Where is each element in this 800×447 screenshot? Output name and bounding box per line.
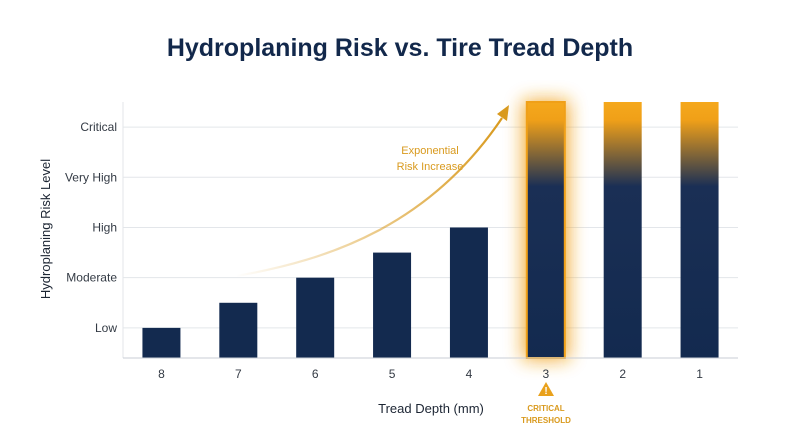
- trend-label-line2: Risk Increase: [397, 161, 464, 173]
- bars: [142, 101, 719, 359]
- bar-7mm: [219, 302, 258, 358]
- bar-5mm: [373, 252, 412, 358]
- x-tick-label: 8: [158, 367, 165, 381]
- y-tick-label: Critical: [80, 120, 117, 134]
- y-axis-title: Hydroplaning Risk Level: [38, 159, 53, 299]
- trend-arrow-head: [497, 105, 509, 121]
- bar-1mm: [680, 102, 719, 358]
- x-tick-label: 6: [312, 367, 319, 381]
- bar-4mm: [449, 227, 488, 358]
- y-tick-label: High: [92, 220, 117, 234]
- x-tick-label: 3: [542, 367, 549, 381]
- threshold-label-line1: CRITICAL: [527, 404, 564, 413]
- x-tick-label: 7: [235, 367, 242, 381]
- bar-8mm: [142, 327, 181, 358]
- bar-3mm: [525, 101, 566, 359]
- x-tick-label: 4: [466, 367, 473, 381]
- y-tick-label: Very High: [65, 170, 117, 184]
- y-tick-label: Low: [95, 321, 117, 335]
- trend-label-line1: Exponential: [401, 145, 459, 157]
- x-tick-label: 5: [389, 367, 396, 381]
- critical-threshold-marker: ! CRITICAL THRESHOLD: [521, 382, 571, 425]
- warning-glyph: !: [544, 386, 547, 397]
- threshold-label-line2: THRESHOLD: [521, 416, 571, 425]
- x-axis-ticks: 8 7 6 5 4 3 2 1: [158, 367, 703, 381]
- chart-title: Hydroplaning Risk vs. Tire Tread Depth: [166, 34, 634, 62]
- y-tick-label: Moderate: [66, 271, 117, 285]
- trend-annotation: Exponential Risk Increase: [235, 105, 509, 278]
- x-tick-label: 2: [619, 367, 626, 381]
- trend-arrow-curve: [235, 117, 503, 278]
- x-tick-label: 1: [696, 367, 703, 381]
- grid-lines: [122, 102, 738, 358]
- x-axis-title: Tread Depth (mm): [378, 401, 484, 416]
- bar-6mm: [296, 277, 335, 358]
- warning-triangle-icon: !: [538, 382, 554, 397]
- bar-2mm: [603, 102, 642, 358]
- y-axis-ticks: Low Moderate High Very High Critical: [65, 120, 117, 335]
